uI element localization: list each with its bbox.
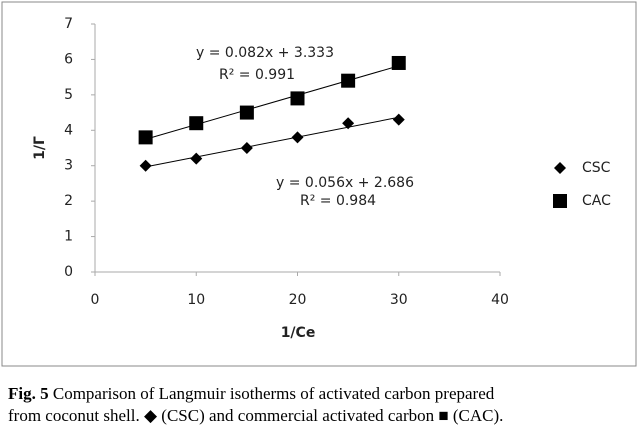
diamond-marker bbox=[240, 142, 253, 154]
caption-text: Comparison of Langmuir isotherms of acti… bbox=[48, 384, 495, 403]
square-marker bbox=[138, 130, 153, 145]
caption-label: Fig. 5 bbox=[8, 384, 49, 403]
diamond-marker bbox=[139, 159, 152, 172]
square-marker bbox=[391, 55, 406, 70]
square-marker bbox=[189, 116, 204, 131]
diamond-marker bbox=[342, 117, 355, 130]
annotation: y = 0.082x + 3.333 bbox=[196, 45, 334, 61]
y-axis-label: 1/Γ bbox=[32, 136, 48, 160]
legend-label: CSC bbox=[582, 160, 611, 176]
annotation: R² = 0.991 bbox=[219, 67, 295, 83]
annotation: y = 0.056x + 2.686 bbox=[276, 175, 414, 191]
y-tick-label: 6 bbox=[64, 51, 73, 67]
chart: 1/Ce 1/Γ 0 1 2 3 4 5 6 7 0 10 20 30 40 CSC CAC y = 0.08… bbox=[1, 1, 637, 367]
caption-text: from coconut shell. ◆ (CSC) and commerci… bbox=[8, 406, 504, 425]
y-tick-label: 1 bbox=[64, 229, 73, 245]
legend-label: CAC bbox=[582, 193, 611, 209]
y-tick-label: 3 bbox=[64, 158, 73, 174]
x-tick-label: 10 bbox=[187, 292, 205, 308]
diamond-marker bbox=[190, 152, 203, 165]
legend-marker bbox=[553, 194, 567, 208]
diamond-marker bbox=[291, 131, 304, 144]
square-marker bbox=[341, 73, 356, 88]
annotation: R² = 0.984 bbox=[300, 193, 376, 209]
y-tick-label: 7 bbox=[64, 16, 73, 32]
x-tick-label: 30 bbox=[390, 292, 408, 308]
caption-line: Fig. 5 Comparison of Langmuir isotherms … bbox=[8, 384, 636, 404]
legend-marker bbox=[554, 162, 566, 174]
y-tick-label: 5 bbox=[64, 87, 73, 103]
y-tick-label: 4 bbox=[64, 122, 73, 138]
square-marker bbox=[290, 91, 305, 106]
x-tick-label: 20 bbox=[289, 292, 307, 308]
y-tick-label: 0 bbox=[64, 264, 73, 280]
y-tick-label: 2 bbox=[64, 193, 73, 209]
trendline bbox=[145, 116, 399, 168]
x-axis-label: 1/Ce bbox=[281, 325, 316, 341]
caption-line: from coconut shell. ◆ (CSC) and commerci… bbox=[8, 406, 636, 426]
diamond-marker bbox=[392, 113, 405, 126]
trendline bbox=[145, 65, 399, 140]
square-marker bbox=[239, 105, 254, 120]
x-tick-label: 0 bbox=[91, 292, 100, 308]
chart-frame bbox=[1, 1, 637, 367]
x-tick-label: 40 bbox=[491, 292, 509, 308]
